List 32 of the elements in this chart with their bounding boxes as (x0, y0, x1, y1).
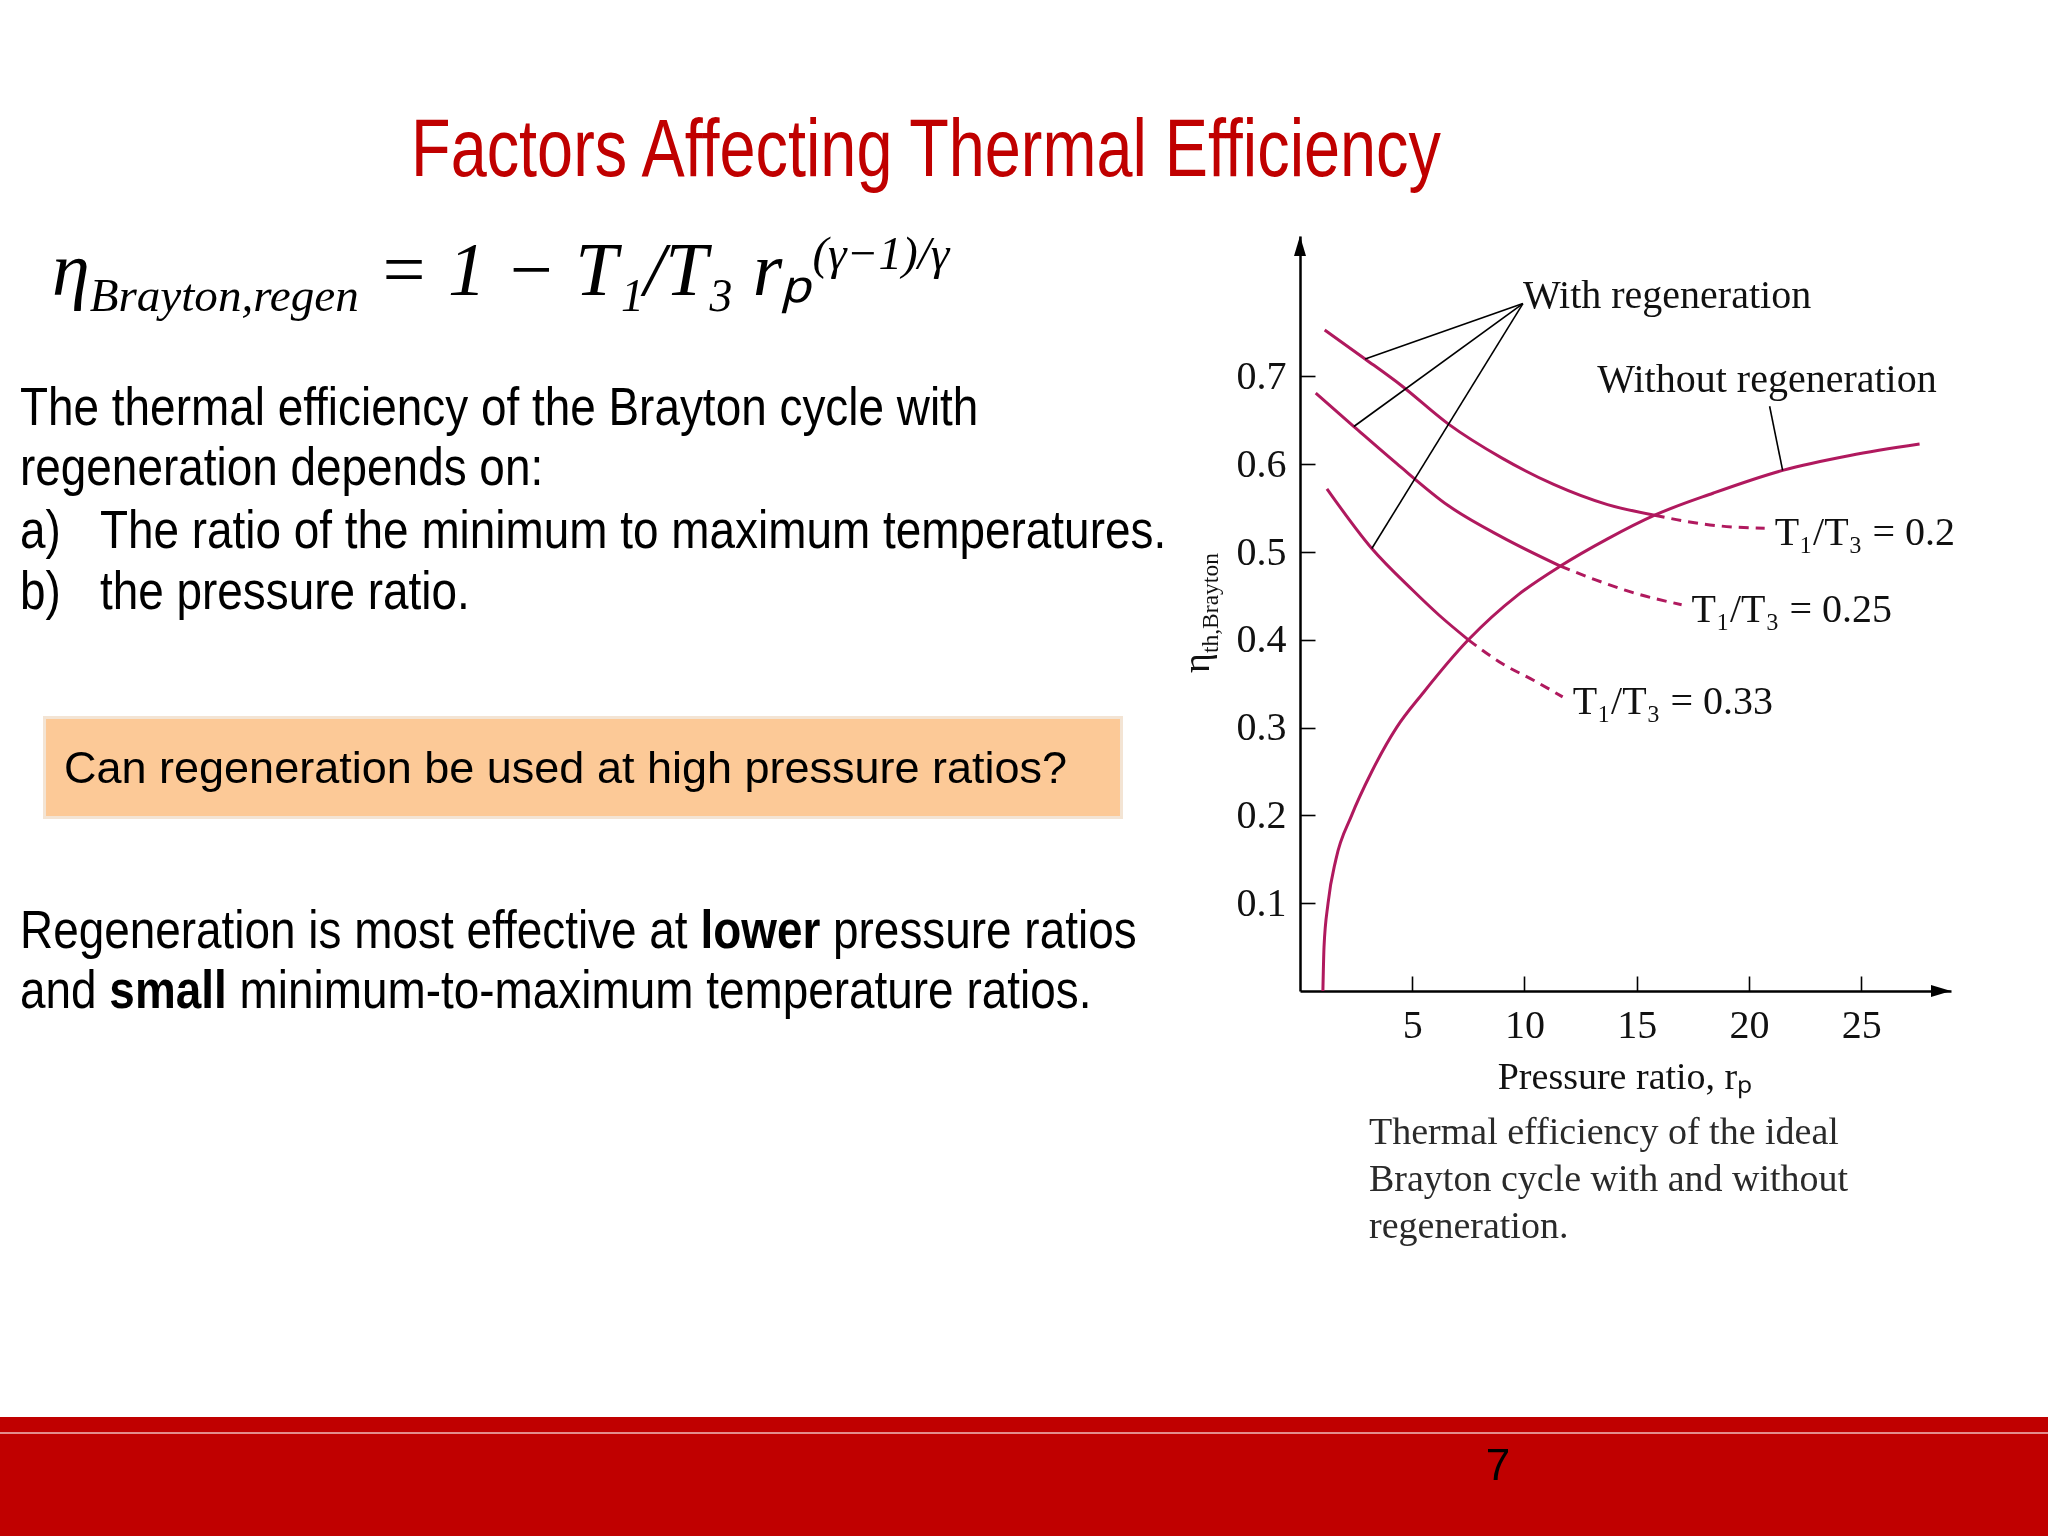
y-tick-label: 0.6 (1236, 440, 1287, 486)
series-label: T₁/T₃ = 0.2 (1774, 509, 1956, 555)
text: The thermal efficiency of the Brayton cycle with regeneration depends on: (20, 376, 980, 496)
series-label: T₁/T₃ = 0.33 (1572, 677, 1774, 723)
y-tick-label: 0.5 (1236, 528, 1287, 574)
y-tick-label: 0.3 (1236, 704, 1287, 750)
text: Regeneration is most effective at (20, 899, 688, 959)
text: Thermal efficiency of the ideal Brayton cycle with and without regeneration. (1369, 1109, 1850, 1248)
series-label: T₁/T₃ = 0.25 (1691, 585, 1893, 631)
chart-title: Factors Affecting Thermal Efficiency (411, 102, 1441, 193)
text: small (109, 959, 227, 1019)
text: Can regeneration be used at high pressure ratios? (64, 741, 1068, 795)
y-tick-label: 0.2 (1236, 791, 1287, 837)
annotation: With regeneration (1522, 271, 1812, 317)
x-tick-label: 10 (1504, 1001, 1545, 1047)
text: minimum-to-maximum temperature ratios. (239, 959, 1092, 1019)
text: η$_{Brayton,regen}$ = 1 − T₁/T₃ rₚ$^{(γ−1)/γ}$ (52, 225, 950, 323)
text: lower (700, 899, 821, 959)
x-tick-label: 5 (1402, 1001, 1423, 1047)
x-axis-title: Pressure ratio, rₚ (1497, 1054, 1753, 1100)
y-tick-label: 0.1 (1236, 879, 1287, 925)
y-tick-label: 0.7 (1236, 352, 1287, 398)
x-tick-label: 20 (1729, 1001, 1770, 1047)
series-label: Without regeneration (1597, 356, 1937, 402)
x-tick-label: 15 (1617, 1001, 1658, 1047)
text: b) the pressure ratio. (20, 560, 470, 620)
y-tick-label: 0.4 (1236, 616, 1287, 662)
text: a) The ratio of the minimum to maximum temperatures. (20, 499, 1167, 559)
x-tick-label: 25 (1841, 1001, 1882, 1047)
text: 7 (1485, 1440, 1511, 1490)
text: and (20, 959, 97, 1019)
text: pressure ratios (833, 899, 1137, 959)
